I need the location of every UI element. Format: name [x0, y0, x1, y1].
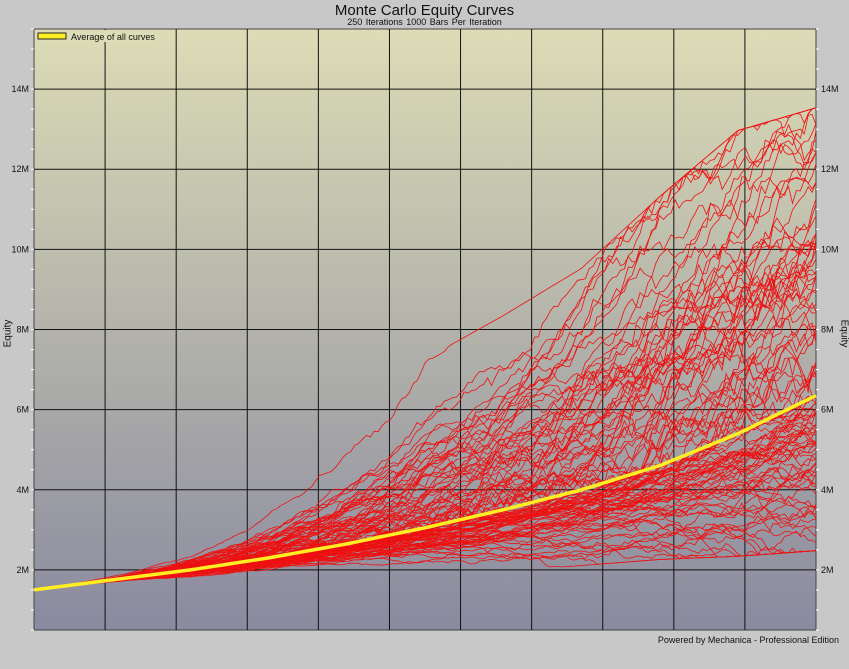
- equity-curve: [33, 132, 817, 591]
- equity-curve: [33, 107, 817, 591]
- y-tick-label-right: 6M: [821, 405, 834, 415]
- legend-label: Average of all curves: [71, 32, 155, 42]
- y-tick-label-right: 2M: [821, 565, 834, 575]
- equity-curve: [33, 427, 817, 591]
- equity-curve: [33, 542, 817, 591]
- equity-curve: [33, 249, 817, 591]
- y-tick-label-left: 4M: [16, 485, 29, 495]
- y-tick-label-left: 8M: [16, 325, 29, 335]
- legend: Average of all curves: [36, 30, 158, 42]
- y-tick-label-right: 4M: [821, 485, 834, 495]
- y-axis-label-right: Equity: [838, 319, 849, 348]
- average-curve: [33, 394, 817, 592]
- y-tick-label-left: 10M: [11, 244, 29, 254]
- y-axis-label-left: Equity: [2, 319, 14, 348]
- y-tick-label-right: 14M: [821, 84, 839, 94]
- equity-curve: [33, 199, 817, 591]
- equity-curve: [33, 361, 817, 591]
- y-tick-label-right: 8M: [821, 325, 834, 335]
- chart-title: Monte Carlo Equity Curves: [334, 2, 515, 19]
- y-tick-label-left: 6M: [16, 405, 29, 415]
- footer-credit: Powered by Mechanica - Professional Edit…: [657, 635, 839, 645]
- y-tick-label-left: 12M: [11, 164, 29, 174]
- y-tick-label-right: 10M: [821, 244, 839, 254]
- equity-curve: [33, 284, 817, 591]
- equity-curve: [33, 546, 817, 591]
- y-tick-label-left: 14M: [11, 84, 29, 94]
- equity-curve: [33, 288, 817, 591]
- legend-swatch: [37, 32, 67, 40]
- equity-curve: [33, 550, 817, 591]
- chart-subtitle: 250 Iterations 1000 Bars Per Iteration: [347, 17, 502, 27]
- y-tick-label-left: 2M: [16, 565, 29, 575]
- y-tick-label-right: 12M: [821, 164, 839, 174]
